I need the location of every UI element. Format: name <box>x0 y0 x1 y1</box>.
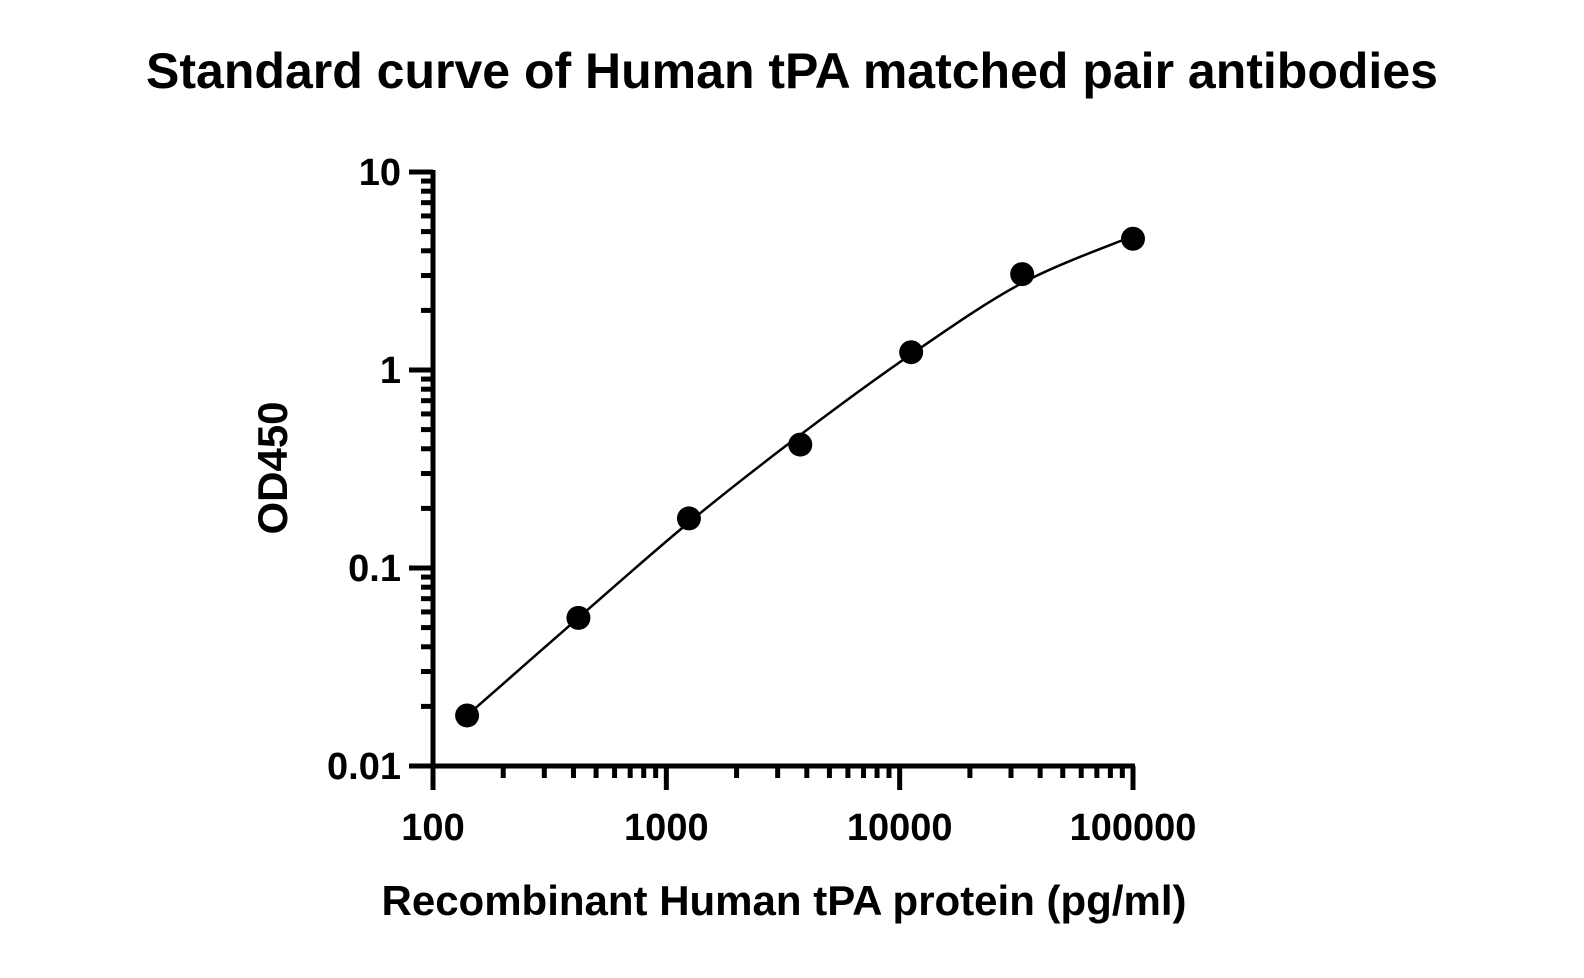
y-tick-label: 0.01 <box>327 746 401 788</box>
y-tick-label: 1 <box>380 350 401 392</box>
data-points-layer <box>455 226 1145 728</box>
axes: 0.01 0.1 1 10 100 1000 10000 100000 <box>327 152 1196 849</box>
chart-title: Standard curve of Human tPA matched pair… <box>146 43 1438 99</box>
y-axis-title: OD450 <box>249 401 296 534</box>
x-tick-label: 100000 <box>1070 807 1197 849</box>
data-point <box>566 605 591 630</box>
data-point <box>455 703 480 728</box>
x-tick-label: 100 <box>401 807 464 849</box>
fit-curve <box>466 234 1134 717</box>
y-tick-label: 10 <box>359 152 401 194</box>
x-axis-title: Recombinant Human tPA protein (pg/ml) <box>382 877 1187 924</box>
y-tick-label: 0.1 <box>348 548 401 590</box>
data-point <box>899 340 924 365</box>
x-tick-label: 1000 <box>624 807 709 849</box>
fit-curve-layer <box>466 234 1134 717</box>
data-point <box>676 506 701 531</box>
data-point <box>788 432 813 457</box>
data-point <box>1121 226 1145 251</box>
data-point <box>1010 262 1035 287</box>
x-tick-label: 10000 <box>847 807 953 849</box>
